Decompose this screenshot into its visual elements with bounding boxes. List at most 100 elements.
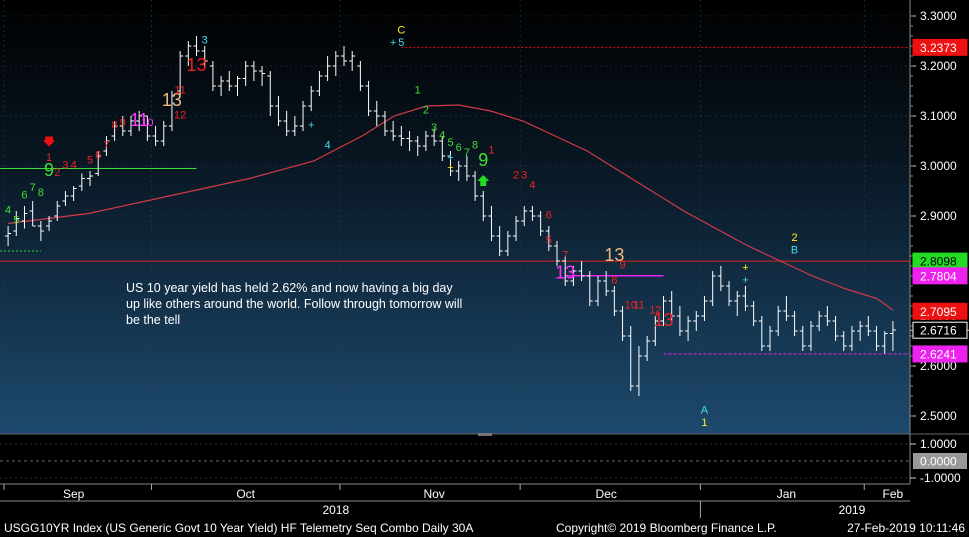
ohlc-bar — [472, 171, 479, 201]
ohlc-bar — [816, 311, 823, 331]
ohlc-bar — [316, 71, 323, 96]
ohlc-bar — [267, 71, 274, 116]
sequence-label: B — [791, 245, 798, 257]
sequence-label: 5 — [447, 137, 453, 149]
lower-tag-label: 0.0000 — [920, 455, 957, 469]
sequence-label: 9 — [120, 117, 126, 129]
ohlc-bar — [259, 66, 266, 86]
sequence-label: 3 — [521, 170, 527, 182]
ohlc-bar — [570, 266, 577, 286]
ohlc-bar — [193, 36, 200, 56]
ohlc-bar — [291, 116, 298, 136]
ohlc-bar — [726, 281, 733, 306]
ohlc-bar — [103, 136, 110, 156]
ohlc-bar — [390, 121, 397, 141]
sequence-label: 4 — [5, 205, 11, 217]
y-tick-label: 2.9000 — [920, 209, 957, 223]
sequence-label: 11 — [174, 85, 185, 97]
ohlc-bar — [455, 161, 462, 181]
price-tag-box — [912, 345, 968, 363]
sequence-label: + — [308, 120, 314, 132]
ohlc-bar — [160, 121, 167, 146]
ohlc-bar — [865, 316, 872, 336]
sequence-label: 6 — [546, 210, 552, 222]
ohlc-bar — [250, 61, 257, 81]
x-year-label: 2019 — [839, 503, 866, 517]
ohlc-bar — [791, 311, 798, 336]
ohlc-bar — [881, 331, 888, 354]
ohlc-bar — [168, 91, 175, 131]
x-month-label: Feb — [883, 487, 904, 501]
ohlc-bar — [136, 111, 143, 131]
ohlc-bar — [5, 226, 12, 246]
sequence-label: 1 — [415, 85, 421, 97]
ohlc-bar — [594, 276, 601, 306]
price-tag-label: 2.7095 — [920, 305, 957, 319]
ohlc-bar — [308, 86, 315, 111]
sequence-label: 11 — [633, 300, 644, 312]
price-tag: 2.7804 — [912, 267, 968, 285]
ohlc-bar — [29, 201, 36, 227]
sequence-label: C — [397, 25, 405, 37]
sequence-label: 4 — [529, 180, 535, 192]
ohlc-bar — [37, 221, 44, 241]
ohlc-bar — [807, 321, 814, 351]
footer-security-description: USGG10YR Index (US Generic Govt 10 Year … — [4, 521, 474, 535]
ohlc-bar — [742, 286, 749, 311]
sequence-label: 1 — [46, 152, 52, 164]
ohlc-bar — [54, 201, 61, 221]
x-month-label: Sep — [63, 487, 85, 501]
ohlc-bar — [70, 186, 77, 201]
sequence-label: 3 — [62, 160, 68, 172]
lower-tick-label: 1.0000 — [920, 437, 957, 451]
ohlc-bar — [242, 61, 249, 86]
sequence-label: 3 — [202, 35, 208, 47]
ohlc-bar — [463, 156, 470, 181]
ohlc-bar — [824, 306, 831, 326]
ohlc-bar — [750, 301, 757, 326]
ohlc-bar — [209, 61, 216, 91]
ohlc-bar — [21, 206, 28, 229]
x-month-label: Dec — [595, 487, 616, 501]
sequence-label: + — [742, 275, 748, 287]
price-tag-box — [912, 38, 968, 56]
ohlc-bar — [668, 291, 675, 321]
ohlc-bar — [439, 136, 446, 161]
ohlc-bar — [873, 326, 880, 351]
sequence-label: 2 — [513, 170, 519, 182]
ohlc-bar — [832, 316, 839, 341]
buy-arrow-icon — [477, 175, 490, 186]
sequence-label: 9 — [44, 160, 54, 180]
ohlc-bar — [619, 306, 626, 341]
chart-annotation: US 10 year yield has held 2.62% and now … — [126, 281, 463, 327]
ohlc-bar — [627, 326, 634, 391]
footer-copyright: Copyright© 2019 Bloomberg Finance L.P. — [556, 521, 777, 535]
y-tick-label: 3.3000 — [920, 9, 957, 23]
sequence-label: 13 — [187, 55, 207, 75]
ohlc-bar — [201, 46, 208, 66]
sequence-label: 2 — [423, 105, 429, 117]
y-tick-label: 2.5000 — [920, 409, 957, 423]
ohlc-bar — [889, 321, 896, 351]
y-tick-label: 3.0000 — [920, 159, 957, 173]
sequence-label: 5 — [546, 235, 552, 247]
ohlc-bar — [406, 131, 413, 151]
ohlc-bar — [562, 256, 569, 286]
ohlc-bar — [373, 101, 380, 126]
ohlc-bar — [152, 126, 159, 146]
ohlc-bar — [693, 311, 700, 331]
sequence-label: 8 — [38, 187, 44, 199]
ohlc-bar — [422, 131, 429, 151]
x-year-label: 2018 — [322, 503, 349, 517]
sequence-label: 7 — [464, 147, 470, 159]
ohlc-bar — [144, 115, 151, 141]
ohlc-bar — [660, 296, 667, 326]
ohlc-bar — [127, 116, 134, 136]
ohlc-bar — [545, 226, 552, 251]
ohlc-bar — [840, 331, 847, 351]
ohlc-bar — [357, 61, 364, 91]
ohlc-bar — [717, 266, 724, 291]
ohlc-bar — [119, 116, 126, 136]
ohlc-bar — [848, 326, 855, 351]
sequence-label: 1 — [701, 417, 707, 429]
